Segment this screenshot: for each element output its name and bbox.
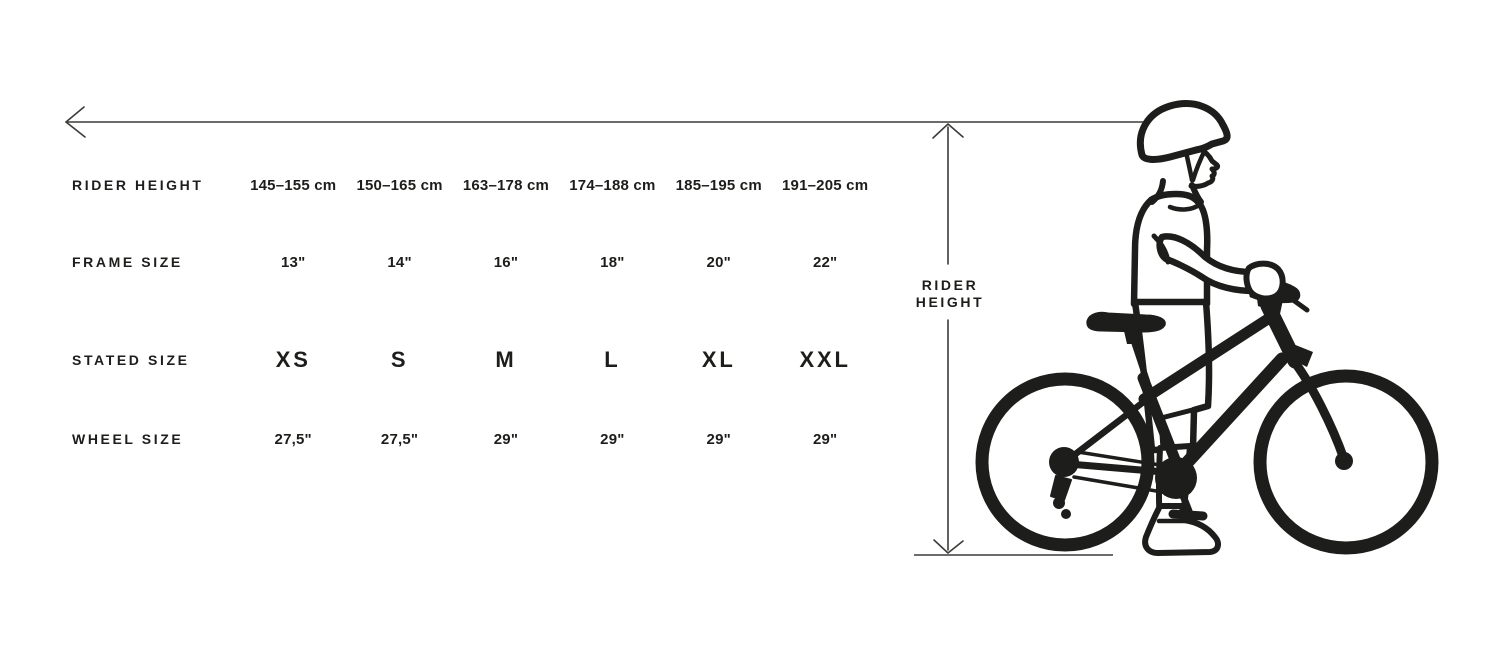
rider-height-measure-label-line1: RIDER bbox=[921, 277, 979, 293]
bicycle-illustration-icon bbox=[975, 279, 1439, 555]
rider-height-value: 191–205 cm bbox=[782, 176, 869, 194]
rider-height-measure-label-line2: HEIGHT bbox=[915, 293, 985, 310]
table-row-rider-height: RIDER HEIGHT 145–155 cm 150–165 cm 163–1… bbox=[72, 171, 878, 199]
frame-size-value: 22" bbox=[812, 253, 838, 271]
rider-height-value: 163–178 cm bbox=[462, 176, 550, 194]
rider-height-value: 174–188 cm bbox=[569, 176, 656, 194]
horizontal-measure-arrow-icon bbox=[65, 106, 1145, 138]
wheel-size-value: 27,5" bbox=[274, 430, 312, 448]
stated-size-value: XL bbox=[701, 347, 736, 372]
row-label: RIDER HEIGHT bbox=[72, 177, 204, 193]
table-row-wheel-size: WHEEL SIZE 27,5" 27,5" 29" 29" 29" 29" bbox=[72, 425, 878, 453]
row-label: STATED SIZE bbox=[72, 352, 190, 368]
table-row-stated-size: STATED SIZE XS S M L XL XXL bbox=[72, 346, 878, 374]
wheel-size-value: 29" bbox=[493, 430, 519, 448]
table-row-frame-size: FRAME SIZE 13" 14" 16" 18" 20" 22" bbox=[72, 248, 878, 276]
rider-hand-icon bbox=[1243, 260, 1286, 302]
frame-size-value: 13" bbox=[280, 253, 306, 271]
wheel-size-value: 29" bbox=[812, 430, 838, 448]
row-label: FRAME SIZE bbox=[72, 254, 183, 270]
stated-size-value: XS bbox=[275, 347, 311, 372]
rider-height-value: 145–155 cm bbox=[250, 176, 337, 194]
stated-size-value: M bbox=[495, 347, 517, 372]
frame-size-value: 20" bbox=[706, 253, 731, 271]
row-label: WHEEL SIZE bbox=[72, 431, 184, 447]
stated-size-value: XXL bbox=[799, 347, 851, 372]
rider-height-value: 185–195 cm bbox=[675, 176, 762, 194]
stated-size-value: L bbox=[604, 347, 621, 372]
rider-height-measure-label: RIDER HEIGHT bbox=[888, 277, 1012, 310]
frame-size-value: 18" bbox=[600, 253, 625, 271]
stated-size-value: S bbox=[390, 347, 409, 372]
wheel-size-value: 29" bbox=[706, 430, 731, 448]
rider-height-value: 150–165 cm bbox=[356, 176, 443, 194]
frame-size-value: 14" bbox=[387, 253, 412, 271]
wheel-size-value: 27,5" bbox=[380, 430, 419, 448]
vertical-measure-arrow-icon bbox=[932, 123, 964, 554]
frame-size-value: 16" bbox=[493, 253, 519, 271]
wheel-size-value: 29" bbox=[600, 430, 625, 448]
